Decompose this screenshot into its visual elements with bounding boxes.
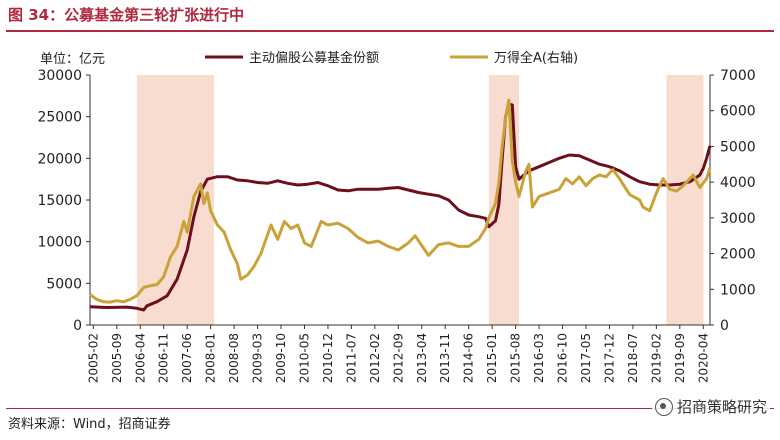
series-line-2: [89, 98, 712, 304]
chart-title: 图 34：公募基金第三轮扩张进行中: [8, 6, 245, 24]
x-tick-label: 2006-04: [133, 333, 147, 383]
x-tick-label: 2019-02: [649, 333, 663, 383]
wechat-icon: [654, 397, 673, 416]
shaded-periods: [136, 75, 704, 325]
x-tick-label: 2018-07: [626, 333, 640, 383]
legend-label-1: 主动偏股公募基金份额: [249, 50, 379, 66]
left-tick-label: 5000: [46, 276, 82, 292]
x-tick-label: 2012-02: [368, 333, 382, 383]
unit-label: 单位：亿元: [40, 52, 105, 67]
x-tick-label: 2008-01: [204, 333, 218, 383]
left-tick-label: 25000: [37, 110, 82, 126]
left-tick-label: 10000: [37, 235, 82, 251]
x-tick-label: 2006-11: [157, 333, 171, 383]
x-tick-label: 2009-10: [274, 333, 288, 383]
right-tick-label: 1000: [720, 282, 756, 298]
right-tick-label: 0: [720, 318, 729, 334]
x-tick-label: 2005-02: [86, 333, 100, 383]
x-tick-label: 2015-01: [485, 333, 499, 383]
x-tick-label: 2013-11: [438, 333, 452, 383]
x-tick-label: 2020-04: [696, 333, 710, 383]
left-tick-label: 20000: [37, 151, 82, 167]
axes: 0 5000 10000 15000 20000 25000 30000 0 1000 2000 3…: [37, 68, 755, 383]
shaded-period-3: [666, 75, 704, 325]
source-rule: [6, 408, 774, 409]
x-tick-label: 2010-12: [321, 333, 335, 383]
right-tick-label: 2000: [720, 247, 756, 263]
x-tick-label: 2008-08: [227, 333, 241, 383]
left-tick-label: 0: [73, 318, 82, 334]
watermark-text: 招商策略研究: [676, 398, 767, 416]
left-tick-label: 15000: [37, 193, 82, 209]
series-line-1: [89, 102, 712, 312]
right-tick-label: 4000: [720, 175, 756, 191]
x-tick-label: 2017-12: [602, 333, 616, 383]
x-tick-label: 2010-05: [297, 333, 311, 383]
x-tick-label: 2017-05: [579, 333, 593, 383]
left-tick-label: 30000: [37, 68, 82, 84]
x-tick-label: 2011-07: [344, 333, 358, 383]
x-tick-label: 2015-08: [509, 333, 523, 383]
right-tick-label: 7000: [720, 68, 756, 84]
x-tick-label: 2009-03: [251, 333, 265, 383]
x-tick-label: 2005-09: [110, 333, 124, 383]
x-tick-label: 2007-06: [180, 333, 194, 383]
right-tick-label: 6000: [720, 104, 756, 120]
title-rule: [6, 30, 774, 32]
series-lines: [89, 98, 712, 312]
x-tick-label: 2013-04: [415, 333, 429, 383]
right-tick-label: 5000: [720, 139, 756, 155]
x-tick-label: 2012-09: [391, 333, 405, 383]
x-tick-label: 2019-09: [673, 333, 687, 383]
x-tick-label: 2016-03: [532, 333, 546, 383]
legend-label-2: 万得全A(右轴): [494, 50, 578, 66]
right-tick-label: 3000: [720, 211, 756, 227]
watermark: 招商策略研究: [651, 395, 770, 418]
source-note: 资料来源：Wind，招商证券: [8, 417, 171, 432]
x-tick-label: 2016-10: [556, 333, 570, 383]
legend: 主动偏股公募基金份额 万得全A(右轴): [205, 50, 578, 66]
shaded-period-2: [488, 75, 519, 325]
x-tick-label: 2014-06: [462, 333, 476, 383]
